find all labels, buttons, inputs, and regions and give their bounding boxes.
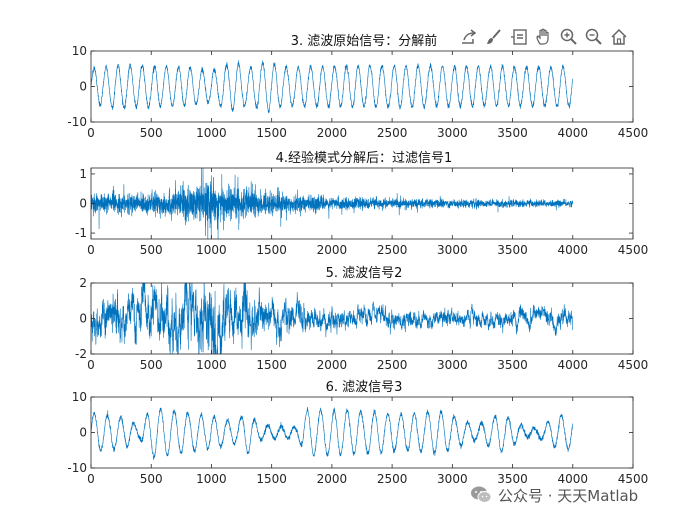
watermark: 公众号 · 天天Matlab [470,482,638,508]
home-tool[interactable] [608,26,630,48]
subplot-1: 0 500 1000 1500 2000 2500 3000 3500 4000 4500-100… [67,33,648,140]
x-tick-label: 4500 [618,358,649,372]
y-tick-label: 2 [79,276,87,290]
x-tick-label: 0 [87,243,95,257]
x-tick-label: 2500 [377,358,408,372]
x-tick-label: 2500 [377,243,408,257]
x-tick-label: 1500 [256,472,287,486]
x-tick-label: 2500 [377,472,408,486]
x-tick-label: 3000 [437,126,468,140]
y-tick-label: -10 [67,461,87,475]
subplot-title: 4.经验模式分解后：过滤信号1 [276,150,453,166]
export-tool[interactable] [458,26,480,48]
x-tick-label: 1000 [196,126,227,140]
zoom-out-tool[interactable] [583,26,605,48]
x-tick-label: 500 [140,358,163,372]
axes-box [90,396,634,469]
subplot-title: 6. 滤波信号3 [326,380,403,395]
x-tick-label: 0 [87,358,95,372]
y-tick-label: -10 [67,115,87,129]
x-tick-label: 4000 [558,243,589,257]
x-tick-label: 3500 [497,358,528,372]
y-tick-label: 0 [79,312,87,326]
x-tick-label: 3500 [497,126,528,140]
wechat-icon [471,486,492,503]
x-tick-label: 1500 [256,358,287,372]
x-tick-label: 1000 [196,472,227,486]
axes-box [90,50,634,123]
y-tick-label: 0 [79,426,87,440]
x-tick-label: 1000 [196,358,227,372]
x-tick-label: 1500 [256,243,287,257]
x-tick-label: 500 [140,472,163,486]
x-tick-label: 4500 [618,126,649,140]
x-tick-label: 3500 [497,243,528,257]
series-line-4-1 [91,407,573,460]
home-icon [611,28,627,45]
x-tick-label: 500 [140,126,163,140]
subplot-4: 0 500 1000 1500 2000 2500 3000 3500 4000 4500-100… [67,380,648,486]
y-tick-label: 10 [72,44,87,58]
pan-hand-icon [536,28,549,45]
series-line-2-1 [91,168,573,239]
x-tick-label: 2000 [317,472,348,486]
x-tick-label: 4000 [558,358,589,372]
x-tick-label: 500 [140,243,163,257]
y-tick-label: 10 [72,390,87,404]
x-tick-label: 4000 [558,472,589,486]
y-tick-label: -1 [75,226,87,240]
x-tick-label: 1000 [196,243,227,257]
pan-tool[interactable] [533,26,555,48]
subplot-title: 3. 滤波原始信号：分解前 [291,33,438,49]
x-tick-label: 2000 [317,126,348,140]
x-tick-label: 3000 [437,358,468,372]
x-tick-label: 2000 [317,243,348,257]
axes-toolbar [458,24,630,50]
x-tick-label: 0 [87,126,95,140]
x-tick-label: 2500 [377,126,408,140]
data-tips-icon [511,29,527,45]
x-tick-label: 3000 [437,472,468,486]
subplot-3: 0 500 1000 1500 2000 2500 3000 3500 4000 4500-202… [75,266,649,372]
data-tips-tool[interactable] [508,26,530,48]
subplot-2: 0 500 1000 1500 2000 2500 3000 3500 4000 4500-101… [75,150,648,257]
x-tick-label: 3500 [497,472,528,486]
zoom-out-icon [585,28,602,45]
x-tick-label: 2000 [317,358,348,372]
subplot-title: 5. 滤波信号2 [326,266,403,281]
zoom-in-tool[interactable] [558,26,580,48]
brush-icon [487,29,501,44]
series-line-1-1 [91,60,573,114]
watermark-text: 公众号 · 天天Matlab [498,486,639,505]
x-tick-label: 4500 [618,243,649,257]
x-tick-label: 4000 [558,126,589,140]
x-tick-label: 3000 [437,243,468,257]
y-tick-label: 0 [79,80,87,94]
y-tick-label: 1 [79,167,87,181]
y-tick-label: -2 [75,347,87,361]
series-line-3-1 [91,283,573,354]
x-tick-label: 0 [87,472,95,486]
export-icon [462,29,477,44]
zoom-in-icon [560,28,577,45]
brush-tool[interactable] [483,26,505,48]
x-tick-label: 4500 [618,472,649,486]
x-tick-label: 1500 [256,126,287,140]
y-tick-label: 0 [79,197,87,211]
